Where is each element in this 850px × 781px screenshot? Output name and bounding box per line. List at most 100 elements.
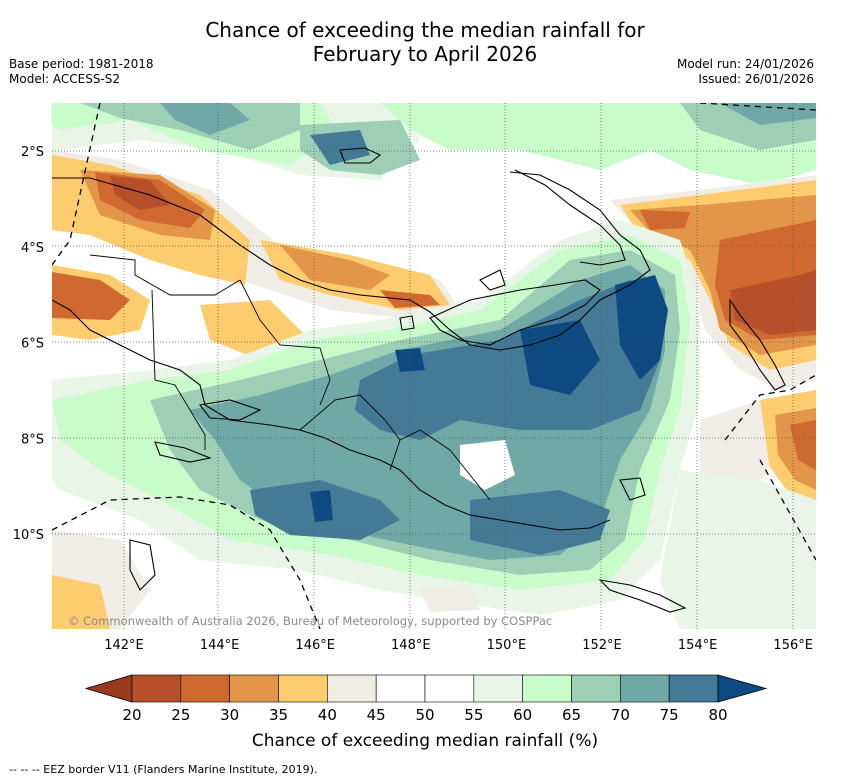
colorbar-segment: [473, 674, 523, 703]
border-central: [399, 429, 491, 501]
field-band-35c: [280, 245, 390, 290]
model-text: Model: ACCESS-S2: [9, 72, 121, 86]
latitude-label: 10°S: [13, 528, 44, 543]
colorbar-tick-label: 40: [318, 706, 337, 724]
field-band-30b: [52, 272, 130, 320]
colorbar: 20 25 30 35 40 45 50 55 60 65 70 75 80: [84, 674, 768, 724]
colorbar-tick-label: 60: [513, 706, 532, 724]
field-band-30f: [640, 210, 690, 230]
bougainville-coast: [729, 298, 786, 391]
colorbar-segment: [668, 674, 719, 703]
eez-west-north: [52, 103, 101, 266]
colorbar-tick-label: 20: [122, 706, 141, 724]
field-band-65b: [380, 103, 650, 170]
field-band-60-se: [660, 470, 816, 629]
field-band-25: [110, 176, 170, 210]
longitude-label: 154°E: [678, 638, 718, 653]
probability-field: [52, 103, 816, 629]
longitude-label: 152°E: [582, 638, 622, 653]
longitude-label: 144°E: [200, 638, 240, 653]
field-band-25e: [730, 270, 816, 335]
colorbar-segment: [229, 674, 279, 703]
field-band-75: [160, 103, 250, 135]
new-guinea-north-coast: [52, 171, 651, 351]
colorbar-segment: [327, 674, 377, 703]
field-band-45-s: [420, 585, 480, 612]
colorbar-segment: [424, 674, 475, 703]
field-above-80-b: [615, 275, 668, 380]
longitude-label: 156°E: [773, 638, 813, 653]
border-western: [151, 289, 206, 450]
fly-river-delta: [199, 399, 262, 421]
colorbar-tick-label: 80: [708, 706, 727, 724]
model-info: Base period: 1981-2018 Model: ACCESS-S2: [9, 57, 154, 87]
eez-east: [724, 374, 816, 441]
colorbar-tick-label: 50: [415, 706, 434, 724]
colorbar-tick-label: 65: [562, 706, 581, 724]
border-sandaun: [89, 254, 241, 296]
eez-borders: [52, 103, 816, 629]
woodlark-island: [619, 477, 646, 501]
province-borders: [89, 254, 491, 501]
colorbar-segment: [375, 674, 426, 703]
longitude-label: 142°E: [104, 638, 144, 653]
title-line-2: February to April 2026: [312, 42, 538, 66]
base-period-text: Base period: 1981-2018: [9, 57, 154, 71]
longitude-label: 150°E: [487, 638, 527, 653]
colorbar-segment: [278, 674, 328, 703]
latitude-label: 4°S: [21, 241, 44, 256]
latitude-label: 8°S: [21, 432, 44, 447]
colorbar-tick-label: 75: [660, 706, 679, 724]
new-britain-coast: [429, 279, 601, 346]
copyright-notice: © Commonwealth of Australia 2026, Bureau…: [68, 614, 552, 628]
rossel-island: [598, 579, 687, 613]
colorbar-title: Chance of exceeding median rainfall (%): [251, 731, 599, 751]
colorbar-segment: [180, 674, 230, 703]
eez-legend-note: -- -- -- EEZ border V11 (Flanders Marine…: [9, 763, 318, 776]
colorbar-segment: [620, 674, 670, 703]
field-above-80-a: [520, 320, 600, 395]
border-highlands: [239, 279, 331, 406]
run-info: Model run: 24/01/2026 Issued: 26/01/2026: [677, 57, 814, 87]
border-gulf: [299, 394, 401, 471]
small-island-a: [479, 269, 506, 291]
colorbar-segment: [522, 674, 572, 703]
colorbar-segment: [131, 674, 182, 703]
colorbar-tick-label: 35: [269, 706, 288, 724]
latitude-label: 2°S: [21, 145, 44, 160]
torres-islands: [129, 539, 156, 591]
field-band-50-pocket: [460, 440, 515, 490]
field-above-80-c: [395, 348, 425, 372]
model-run-text: Model run: 24/01/2026: [676, 57, 814, 71]
colorbar-tick-label: 25: [171, 706, 190, 724]
colorbar-over-arrow: [717, 674, 768, 703]
eez-south-east: [759, 459, 816, 561]
kiwai-island: [154, 441, 212, 463]
field-band-40-sw: [52, 575, 110, 629]
field-band-70: [80, 103, 300, 150]
field-band-80b: [355, 280, 660, 440]
field-band-80a: [310, 130, 370, 165]
longitude-label: 148°E: [391, 638, 431, 653]
eez-north-east: [699, 103, 816, 111]
latitude-tick-labels: 2°S 4°S 6°S 8°S 10°S: [13, 145, 44, 543]
graticule: [52, 103, 816, 629]
longitude-tick-labels: 142°E 144°E 146°E 148°E 150°E 152°E 154°E 156°E: [104, 638, 813, 653]
manus-island: [339, 147, 382, 164]
colorbar-tick-label: 70: [611, 706, 630, 724]
field-band-30g: [790, 420, 816, 470]
issued-text: Issued: 26/01/2026: [698, 72, 814, 86]
new-ireland-coast: [514, 169, 626, 266]
longitude-label: 146°E: [295, 638, 335, 653]
colorbar-tick-label: 55: [464, 706, 483, 724]
eez-south: [52, 496, 321, 629]
map-frame-area: © Commonwealth of Australia 2026, Bureau…: [52, 103, 816, 629]
colorbar-under-arrow: [84, 674, 133, 703]
colorbar-segment: [571, 674, 621, 703]
map-title: Chance of exceeding the median rainfall …: [0, 18, 850, 66]
colorbar-tick-label: 30: [220, 706, 239, 724]
latitude-label: 6°S: [21, 337, 44, 352]
colorbar-tick-label: 45: [367, 706, 386, 724]
title-line-1: Chance of exceeding the median rainfall …: [205, 18, 645, 42]
